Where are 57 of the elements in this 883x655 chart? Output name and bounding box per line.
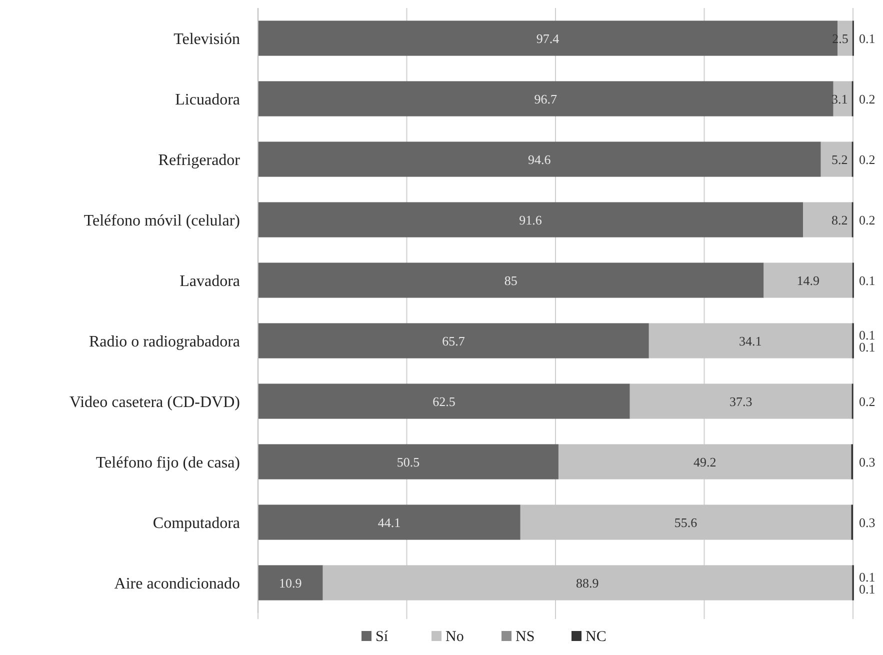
bar	[258, 323, 649, 358]
bar	[258, 384, 630, 419]
data-label: 5.2	[832, 152, 848, 167]
data-label: 37.3	[729, 394, 752, 409]
bar	[258, 202, 804, 238]
data-label: 97.4	[536, 30, 560, 46]
y-tick-label: Radio o radiograbadora	[88, 333, 240, 350]
bar	[258, 142, 821, 177]
data-label: 55.6	[674, 514, 698, 530]
data-label: 0.3	[859, 454, 876, 470]
bar	[258, 565, 323, 600]
data-label: 0.2	[859, 212, 876, 228]
y-tick-label: Computadora	[152, 514, 240, 532]
legend-label: No	[446, 629, 464, 645]
y-tick-label: Teléfono móvil (celular)	[84, 212, 240, 230]
bar	[258, 81, 834, 116]
bar	[258, 504, 520, 540]
data-label: 14.9	[796, 272, 820, 288]
legend-label: NC	[586, 629, 606, 645]
data-label: 96.7	[534, 91, 558, 106]
bar	[322, 565, 852, 600]
legend-label: Sí	[376, 629, 389, 645]
data-label: 0.2	[859, 91, 876, 106]
y-tick-label: Licuadora	[175, 91, 240, 108]
data-label: 0.3	[859, 514, 876, 530]
data-label: 50.5	[396, 454, 420, 470]
data-label: 34.1	[738, 333, 762, 348]
bar	[648, 323, 852, 358]
data-label: 62.5	[432, 394, 456, 409]
data-label: 10.9	[279, 575, 302, 590]
bar	[630, 384, 852, 419]
bar	[820, 142, 852, 177]
y-tick-label: Teléfono fijo (de casa)	[96, 454, 240, 472]
bar	[258, 444, 558, 480]
bar	[803, 202, 852, 238]
data-label: 0.1	[859, 30, 876, 46]
data-label: 8.2	[832, 212, 848, 228]
y-tick-label: Refrigerador	[158, 152, 241, 169]
data-label: 0.1	[859, 272, 876, 288]
data-label: 44.1	[378, 514, 401, 530]
data-label: 0.2	[859, 394, 876, 409]
data-label: 85	[504, 272, 518, 288]
y-tick-label: Video casetera (CD-DVD)	[69, 394, 240, 411]
bar	[558, 444, 852, 480]
data-label: 49.2	[693, 454, 716, 470]
legend-label: NS	[516, 629, 535, 645]
data-label: 88.9	[576, 575, 599, 590]
bar	[520, 504, 852, 540]
bar	[258, 262, 764, 298]
y-tick-label: Aire acondicionado	[114, 575, 240, 592]
data-label: 94.6	[528, 152, 552, 167]
y-tick-label: Televisión	[174, 30, 240, 48]
data-label: 0.2	[859, 152, 876, 167]
bar	[764, 262, 852, 298]
data-label: 91.6	[519, 212, 542, 228]
y-tick-label: Lavadora	[180, 272, 240, 290]
data-label: 65.7	[442, 333, 466, 348]
